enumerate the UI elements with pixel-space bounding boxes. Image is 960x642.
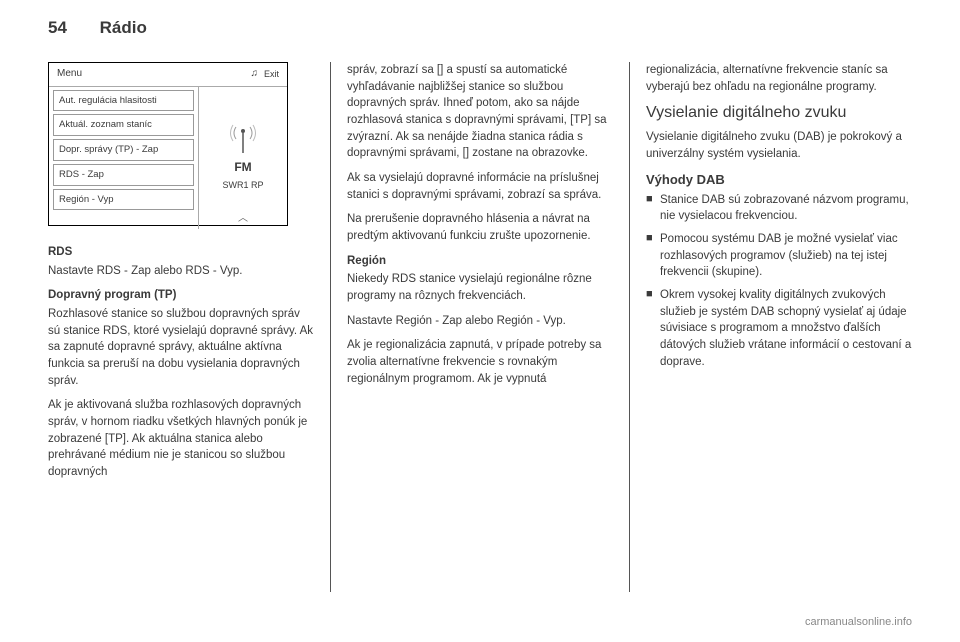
bullet-square-icon: ■: [646, 231, 660, 281]
col2-cont-3: Na prerušenie dopravného hlásenia a návr…: [347, 211, 613, 244]
menu-item-auto-volume[interactable]: Aut. regulácia hlasitosti: [53, 90, 194, 112]
col3-cont-1: regionalizácia, alternatívne frekvencie …: [646, 62, 912, 95]
region-body-1: Niekedy RDS stanice vysielajú regionálne…: [347, 271, 613, 304]
bullet-text-1: Stanice DAB sú zobrazované názvom progra…: [660, 192, 912, 225]
radio-menu-screenshot: Menu ♫ Exit Aut. regulácia hlasitosti Ak…: [48, 62, 288, 226]
menu-title: Menu: [57, 67, 82, 82]
menu-body: Aut. regulácia hlasitosti Aktuál. zoznam…: [49, 87, 287, 229]
region-body-2: Nastavte Región - Zap alebo Región - Vyp…: [347, 313, 613, 330]
tp-body-2: Ak je aktivovaná služba rozhlasových dop…: [48, 397, 314, 480]
column-2: správ, zobrazí sa [] a spustí sa automat…: [330, 62, 629, 592]
column-1: Menu ♫ Exit Aut. regulácia hlasitosti Ak…: [48, 62, 330, 592]
menu-list: Aut. regulácia hlasitosti Aktuál. zoznam…: [49, 87, 199, 229]
content-columns: Menu ♫ Exit Aut. regulácia hlasitosti Ak…: [48, 62, 912, 592]
col2-cont-2: Ak sa vysielajú dopravné informácie na p…: [347, 170, 613, 203]
region-body-3: Ak je regionalizácia zapnutá, v prípade …: [347, 337, 613, 387]
column-3: regionalizácia, alternatívne frekvencie …: [629, 62, 912, 592]
page-header: 54 Rádio: [48, 18, 147, 38]
menu-titlebar: Menu ♫ Exit: [49, 63, 287, 87]
bullet-item: ■ Pomocou systému DAB je možné vysielať …: [646, 231, 912, 281]
menu-right-panel: FM SWR1 RP ︿: [199, 87, 287, 229]
band-label: FM: [234, 159, 251, 176]
bullet-square-icon: ■: [646, 287, 660, 370]
dab-section-title: Vysielanie digitálneho zvuku: [646, 103, 912, 123]
menu-item-tp[interactable]: Dopr. správy (TP) - Zap: [53, 139, 194, 161]
tp-body-1: Rozhlasové stanice so službou dopravných…: [48, 306, 314, 389]
exit-button[interactable]: ♫ Exit: [250, 67, 279, 82]
bullet-item: ■ Stanice DAB sú zobrazované názvom prog…: [646, 192, 912, 225]
footer-url: carmanualsonline.info: [805, 616, 912, 628]
chapter-title: Rádio: [100, 18, 147, 37]
bullet-square-icon: ■: [646, 192, 660, 225]
bullet-item: ■ Okrem vysokej kvality digitálnych zvuk…: [646, 287, 912, 370]
dab-advantages-heading: Výhody DAB: [646, 171, 912, 190]
bullet-text-2: Pomocou systému DAB je možné vysielať vi…: [660, 231, 912, 281]
region-heading: Región: [347, 253, 613, 270]
menu-item-station-list[interactable]: Aktuál. zoznam staníc: [53, 114, 194, 136]
page-number: 54: [48, 18, 67, 37]
col2-cont-1: správ, zobrazí sa [] a spustí sa automat…: [347, 62, 613, 162]
rds-heading: RDS: [48, 244, 314, 261]
station-label: SWR1 RP: [222, 179, 263, 192]
chevron-up-icon[interactable]: ︿: [238, 212, 248, 227]
exit-label: Exit: [264, 68, 279, 81]
music-note-icon: ♫: [250, 67, 258, 82]
menu-item-rds[interactable]: RDS - Zap: [53, 164, 194, 186]
menu-item-region[interactable]: Región - Vyp: [53, 189, 194, 211]
bullet-text-3: Okrem vysokej kvality digitálnych zvukov…: [660, 287, 912, 370]
antenna-icon: [226, 123, 260, 153]
rds-body: Nastavte RDS - Zap alebo RDS - Vyp.: [48, 263, 314, 280]
dab-intro: Vysielanie digitálneho zvuku (DAB) je po…: [646, 129, 912, 162]
tp-heading: Dopravný program (TP): [48, 287, 314, 304]
